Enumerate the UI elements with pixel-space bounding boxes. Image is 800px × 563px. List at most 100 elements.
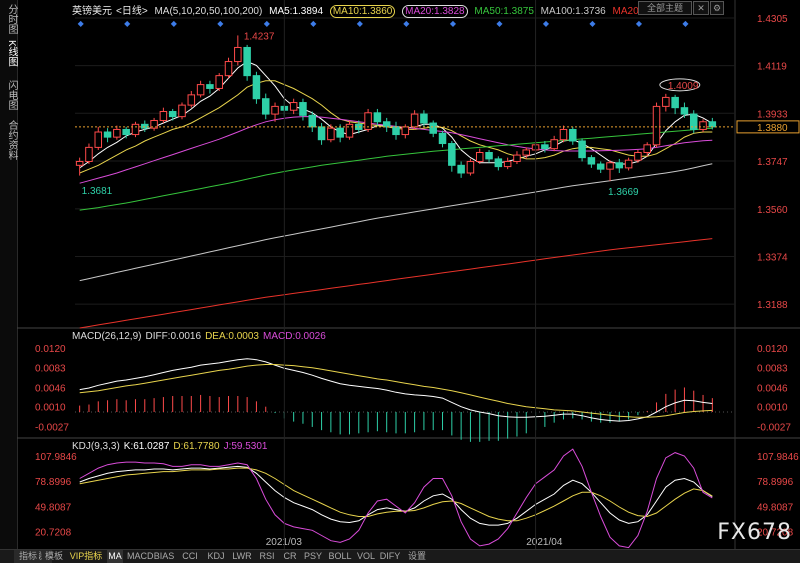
- top-dot-35: ◆: [403, 19, 410, 28]
- tab-flash[interactable]: 闪电图: [6, 80, 17, 110]
- top-dot-15: ◆: [217, 19, 224, 28]
- candle-body-41: [457, 164, 465, 174]
- candle-body-4: [113, 128, 121, 138]
- close-button[interactable]: ✕: [693, 1, 709, 15]
- top-dot-50: ◆: [543, 19, 550, 28]
- chart-area: 1.4305 1.4119 1.3933 1.3747 1.3560 1.3374 1.31…: [17, 0, 800, 549]
- candle-body-13: [196, 84, 205, 96]
- settings-icon[interactable]: ⚙: [710, 1, 724, 15]
- annotation-low2: 1.3669: [608, 187, 639, 198]
- ma200-value: MA200: [612, 6, 645, 17]
- kdj-params: KDJ(9,3,3): [72, 441, 120, 452]
- ma-line-ma200: [79, 238, 713, 329]
- price-tick-6: 1.3188: [757, 300, 788, 311]
- macd-macd-value: MACD:0.0026: [263, 331, 326, 342]
- candle-body-11: [178, 104, 186, 118]
- indicator-tab-12[interactable]: BOLL: [328, 551, 352, 561]
- candle-body-28: [336, 127, 344, 138]
- tab-contract-info[interactable]: 合约资料: [6, 120, 17, 160]
- candle-body-55: [587, 157, 596, 165]
- kdj-d-value: D:61.7780: [173, 441, 220, 452]
- indicator-tab-7[interactable]: KDJ: [207, 551, 225, 561]
- indicator-tab-1[interactable]: 模板: [44, 551, 63, 561]
- indicator-tab-0[interactable]: 指标: [17, 550, 39, 563]
- candle-body-35: [401, 126, 410, 136]
- macd-tick-0: 0.0120: [757, 344, 788, 355]
- candle-body-53: [569, 128, 577, 142]
- kdj-tick-left-1: 78.8996: [35, 477, 72, 488]
- top-dot-40: ◆: [450, 19, 457, 28]
- date-label-1: 2021/04: [526, 537, 563, 548]
- candle-body-14: [206, 84, 214, 89]
- current-price-box: [736, 120, 800, 134]
- macd-line-diff: [79, 358, 713, 422]
- theme-select-button[interactable]: 全部主题: [638, 1, 692, 15]
- price-tick-1: 1.4119: [757, 62, 787, 73]
- indicator-tab-14[interactable]: DIFY: [379, 551, 401, 561]
- indicator-tab-9[interactable]: RSI: [259, 551, 275, 561]
- ma20-value: MA20:1.3828: [402, 5, 468, 18]
- candle-body-19: [252, 75, 261, 100]
- indicator-tab-2[interactable]: VIP指标: [69, 551, 103, 561]
- candle-body-44: [485, 152, 493, 160]
- candle-body-34: [392, 126, 400, 136]
- current-price-value: 1.3880: [757, 123, 788, 134]
- top-dot-65: ◆: [682, 19, 689, 28]
- kdj-tick-left-3: 20.7208: [35, 527, 72, 538]
- candle-body-50: [541, 144, 549, 150]
- macd-legend: MACD(26,12,9) DIFF:0.0016 DEA:0.0003 MACD:0…: [72, 331, 330, 342]
- tab-intraday[interactable]: 分时图: [6, 4, 17, 34]
- indicator-tab-5[interactable]: BIAS: [153, 551, 175, 561]
- candle-body-17: [234, 46, 242, 63]
- candle-body-15: [215, 75, 223, 89]
- indicator-tab-10[interactable]: CR: [283, 551, 297, 561]
- tab-kline[interactable]: K线图: [6, 40, 17, 67]
- top-dot-45: ◆: [496, 19, 503, 28]
- candle-body-1: [85, 146, 93, 162]
- top-dot-10: ◆: [171, 19, 178, 28]
- annotation-circle: [659, 78, 701, 92]
- candle-body-36: [410, 113, 419, 128]
- price-tick-5: 1.3374: [757, 253, 788, 264]
- ma50-value: MA50:1.3875: [474, 6, 534, 17]
- candle-body-9: [159, 111, 168, 121]
- macd-dea-value: DEA:0.0003: [205, 331, 259, 342]
- macd-tick-2: 0.0046: [757, 383, 788, 394]
- candle-body-32: [373, 112, 382, 123]
- candle-body-27: [327, 127, 335, 141]
- instrument-name: 英镑美元: [72, 6, 112, 17]
- indicator-tab-3[interactable]: MA: [107, 550, 123, 563]
- period-label: <日线>: [116, 6, 148, 17]
- macd-tick-4: -0.0027: [757, 422, 791, 433]
- top-dot-20: ◆: [264, 19, 271, 28]
- chart-canvas[interactable]: 1.4305 1.4119 1.3933 1.3747 1.3560 1.3374 1.31…: [17, 0, 800, 549]
- candle-body-51: [550, 139, 558, 150]
- main-legend: 英镑美元 <日线> MA(5,10,20,50,100,200) MA5:1.38…: [72, 2, 648, 18]
- top-dot-30: ◆: [357, 19, 364, 28]
- candle-body-0: [75, 160, 84, 166]
- candle-body-67: [699, 121, 707, 130]
- annotation-low1: 1.3681: [82, 186, 113, 197]
- indicator-tab-8[interactable]: LWR: [232, 551, 252, 561]
- candle-body-18: [243, 46, 251, 77]
- indicator-tab-15[interactable]: 设置: [407, 551, 426, 561]
- kdj-tick-1: 78.8996: [757, 477, 794, 488]
- indicator-tab-4[interactable]: MACD: [127, 551, 154, 561]
- indicator-tab-6[interactable]: CCI: [182, 551, 198, 561]
- left-tab-strip: 分时图 K线图 闪电图 合约资料: [0, 0, 18, 549]
- candle-body-58: [615, 162, 624, 169]
- price-tick-2: 1.3933: [757, 109, 788, 120]
- top-dot-0: ◆: [78, 19, 85, 28]
- kdj-k-value: K:61.0287: [123, 441, 170, 452]
- top-dot-5: ◆: [124, 19, 131, 28]
- kdj-line-k: [79, 465, 713, 526]
- indicator-tab-13[interactable]: VOL: [357, 551, 376, 561]
- indicator-tab-11[interactable]: PSY: [303, 551, 322, 561]
- candle-body-40: [448, 143, 456, 166]
- macd-tick-left-0: 0.0120: [35, 344, 66, 355]
- ma-params: MA(5,10,20,50,100,200): [154, 6, 263, 17]
- candle-body-2: [94, 131, 103, 148]
- candle-body-47: [513, 154, 521, 162]
- candle-body-54: [578, 140, 586, 159]
- candle-body-26: [317, 126, 326, 141]
